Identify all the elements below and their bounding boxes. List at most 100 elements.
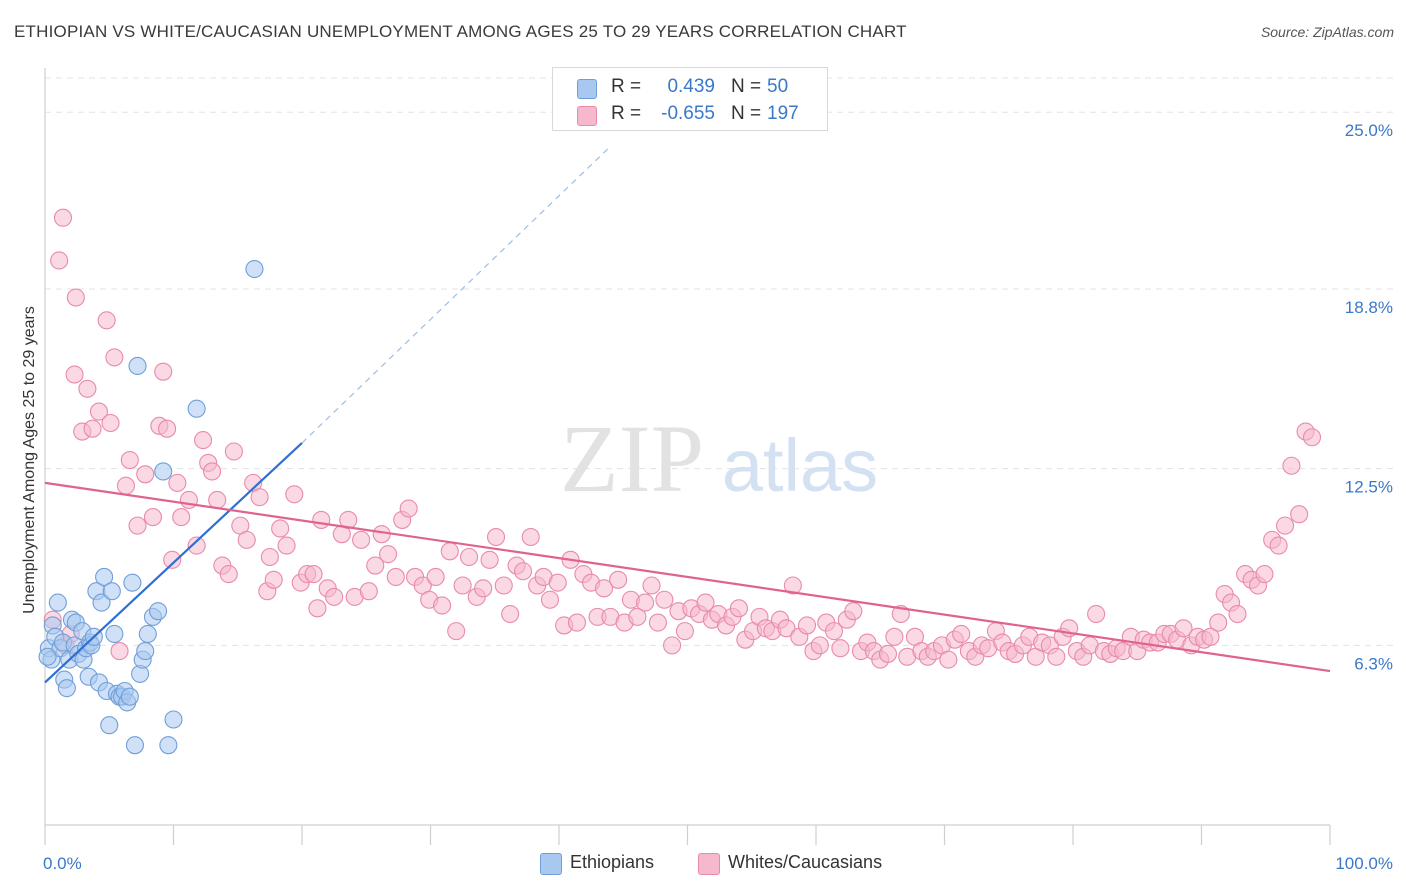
white-point <box>359 582 378 601</box>
white-point <box>642 576 661 595</box>
white-point <box>312 510 331 529</box>
ethiopian-trend-line <box>44 442 303 684</box>
axes <box>44 68 1331 845</box>
legend-r-label: R = <box>611 103 642 124</box>
ethiopian-point <box>154 462 173 481</box>
white-point <box>1275 516 1295 535</box>
bottom-legend-swatch-pink <box>698 853 720 875</box>
white-point <box>486 527 506 547</box>
points-whites-caucasians <box>43 208 1322 669</box>
gridlines <box>45 77 1394 646</box>
white-point <box>65 365 84 384</box>
white-point <box>594 579 614 598</box>
ethiopian-point <box>136 642 155 661</box>
white-point <box>521 527 540 547</box>
white-point <box>952 624 971 644</box>
ethiopian-point <box>95 567 114 587</box>
white-point <box>136 465 155 484</box>
white-point <box>540 590 560 609</box>
white-point <box>224 442 243 461</box>
white-point <box>271 519 290 538</box>
white-point <box>1047 647 1066 666</box>
y-tick-label: 18.8% <box>1345 298 1393 317</box>
white-trend-line <box>44 481 1331 673</box>
white-point <box>264 570 283 589</box>
white-point <box>1201 627 1220 646</box>
ethiopian-point <box>57 679 76 698</box>
white-point <box>110 642 129 661</box>
watermark-logo: ZIP atlas <box>560 405 878 512</box>
y-tick-label: 6.3% <box>1354 654 1393 673</box>
white-point <box>208 490 227 510</box>
white-point <box>777 619 796 638</box>
white-point <box>609 570 628 589</box>
white-point <box>501 604 520 624</box>
white-point <box>675 622 694 641</box>
white-point <box>379 545 398 564</box>
white-point <box>696 593 715 612</box>
legend-n-value: 50 <box>767 76 789 97</box>
white-point <box>1302 428 1322 447</box>
ethiopian-point <box>100 716 119 735</box>
white-point <box>1282 456 1301 475</box>
white-point <box>831 639 850 658</box>
points-ethiopians <box>38 259 264 755</box>
tick-labels: 6.3% 12.5% 18.8% 25.0% 0.0% 100.0% <box>43 121 1393 873</box>
ethiopian-point <box>123 573 142 592</box>
white-point <box>548 573 567 592</box>
ethiopian-point <box>138 624 157 644</box>
bottom-legend-label: Ethiopians <box>570 852 655 872</box>
white-point <box>480 550 499 569</box>
white-point <box>352 530 371 549</box>
white-point <box>101 413 120 433</box>
white-point <box>116 476 136 495</box>
white-point <box>885 627 904 646</box>
x-tick-label-max: 100.0% <box>1335 854 1393 873</box>
white-point <box>308 599 327 618</box>
ethiopian-point <box>48 593 67 612</box>
white-point <box>285 485 304 504</box>
ethiopian-point <box>187 399 206 418</box>
white-point <box>1269 536 1288 555</box>
white-point <box>128 516 147 535</box>
ethiopian-trend-extension <box>301 145 611 444</box>
white-point <box>372 525 391 544</box>
white-point <box>1209 613 1228 632</box>
white-point <box>474 579 493 598</box>
white-point <box>729 599 748 618</box>
white-point <box>143 508 162 527</box>
white-point <box>1290 505 1309 524</box>
ethiopian-point <box>125 736 144 755</box>
white-point <box>440 542 459 561</box>
ethiopian-point <box>159 736 178 755</box>
white-point <box>433 596 452 615</box>
white-point <box>399 499 418 518</box>
white-point <box>203 462 222 481</box>
ethiopian-point <box>120 687 139 706</box>
white-point <box>567 613 587 632</box>
white-point <box>810 636 829 655</box>
ethiopian-point <box>245 259 264 279</box>
white-point <box>636 593 655 612</box>
y-tick-label: 25.0% <box>1345 121 1393 140</box>
white-point <box>83 419 102 438</box>
white-point <box>172 508 191 527</box>
source-credit: Source: ZipAtlas.com <box>1260 24 1394 40</box>
trend-lines <box>44 145 1331 684</box>
white-point <box>154 362 173 381</box>
legend-n-label: N = <box>731 76 762 97</box>
white-point <box>494 576 513 595</box>
white-point <box>325 587 344 606</box>
legend-r-label: R = <box>611 76 642 97</box>
watermark-zip: ZIP <box>560 405 704 512</box>
white-point <box>648 613 667 632</box>
white-point <box>386 567 405 587</box>
white-point <box>1255 565 1274 584</box>
white-point <box>277 536 296 555</box>
legend-n-value: 197 <box>767 103 799 124</box>
white-point <box>194 431 213 450</box>
correlation-legend: R = 0.439 N = 50 R = -0.655 N = 197 <box>552 67 828 131</box>
white-point <box>939 650 958 669</box>
white-point <box>459 547 479 567</box>
